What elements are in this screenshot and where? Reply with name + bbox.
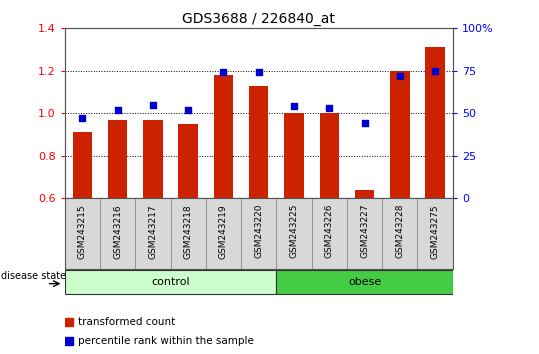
Text: GSM243227: GSM243227 xyxy=(360,204,369,258)
Point xyxy=(360,121,369,126)
Text: percentile rank within the sample: percentile rank within the sample xyxy=(78,336,254,346)
Text: GSM243217: GSM243217 xyxy=(148,204,157,258)
Text: GSM243216: GSM243216 xyxy=(113,204,122,258)
Title: GDS3688 / 226840_at: GDS3688 / 226840_at xyxy=(182,12,335,26)
Text: GSM243226: GSM243226 xyxy=(325,204,334,258)
Text: control: control xyxy=(151,277,190,287)
Text: obese: obese xyxy=(348,277,381,287)
Bar xyxy=(143,120,163,198)
Text: GSM243228: GSM243228 xyxy=(395,204,404,258)
Bar xyxy=(214,75,233,198)
Text: GSM243215: GSM243215 xyxy=(78,204,87,258)
Bar xyxy=(284,113,303,198)
Bar xyxy=(320,113,339,198)
Bar xyxy=(73,132,92,198)
Bar xyxy=(390,71,410,198)
Bar xyxy=(108,120,127,198)
Point xyxy=(431,68,439,74)
Point xyxy=(149,102,157,108)
Point xyxy=(78,115,87,121)
Point xyxy=(254,70,263,75)
Bar xyxy=(355,190,374,198)
Point xyxy=(396,73,404,79)
Bar xyxy=(425,47,445,198)
Bar xyxy=(277,270,453,294)
Point xyxy=(289,104,298,109)
Bar xyxy=(65,318,73,326)
Bar xyxy=(249,86,268,198)
Text: disease state: disease state xyxy=(1,271,66,281)
Text: GSM243218: GSM243218 xyxy=(184,204,192,258)
Text: GSM243225: GSM243225 xyxy=(289,204,299,258)
Point xyxy=(113,107,122,113)
Bar xyxy=(65,337,73,345)
Text: GSM243220: GSM243220 xyxy=(254,204,263,258)
Point xyxy=(184,107,192,113)
Bar xyxy=(178,124,198,198)
Text: GSM243219: GSM243219 xyxy=(219,204,228,258)
Point xyxy=(219,70,228,75)
Point xyxy=(325,105,334,111)
Text: transformed count: transformed count xyxy=(78,317,175,327)
Bar xyxy=(65,270,277,294)
Text: GSM243275: GSM243275 xyxy=(431,204,440,258)
